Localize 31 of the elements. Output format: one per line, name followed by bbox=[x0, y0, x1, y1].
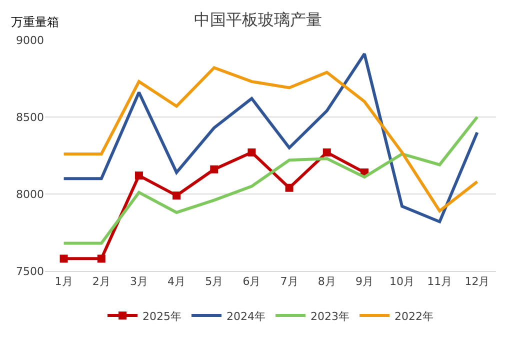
y-axis-title: 万重量箱 bbox=[11, 15, 59, 29]
chart-title: 中国平板玻璃产量 bbox=[194, 10, 322, 29]
point bbox=[97, 254, 106, 263]
x-tick-label: 3月 bbox=[130, 275, 148, 288]
x-tick-label: 6月 bbox=[242, 275, 261, 288]
x-tick-label: 4月 bbox=[168, 275, 186, 288]
x-tick-label: 11月 bbox=[427, 275, 452, 288]
y-tick-label: 7500 bbox=[16, 264, 44, 278]
x-tick-label: 8月 bbox=[318, 275, 336, 288]
legend-label: 2022年 bbox=[394, 310, 434, 323]
y-tick-label: 8000 bbox=[16, 188, 44, 201]
x-tick-label: 5月 bbox=[205, 275, 224, 288]
point bbox=[248, 148, 256, 156]
point bbox=[210, 165, 218, 174]
legend-label: 2024年 bbox=[226, 310, 266, 323]
x-tick-label: 7月 bbox=[280, 275, 298, 288]
line-series bbox=[62, 116, 479, 245]
x-tick-label: 10月 bbox=[390, 275, 415, 288]
legend-label: 2023年 bbox=[310, 310, 350, 323]
point bbox=[60, 254, 68, 263]
legend-label: 2025年 bbox=[142, 310, 182, 323]
x-tick-label: 12月 bbox=[464, 275, 490, 288]
point bbox=[134, 172, 143, 180]
x-tick-label: 9月 bbox=[355, 275, 374, 288]
x-tick-label: 2月 bbox=[92, 275, 110, 288]
y-tick-label: 9000 bbox=[16, 34, 44, 47]
point bbox=[285, 184, 294, 192]
y-tick-label: 8500 bbox=[16, 110, 44, 124]
point bbox=[322, 148, 331, 156]
x-tick-label: 1月 bbox=[54, 275, 73, 288]
point bbox=[172, 192, 181, 200]
